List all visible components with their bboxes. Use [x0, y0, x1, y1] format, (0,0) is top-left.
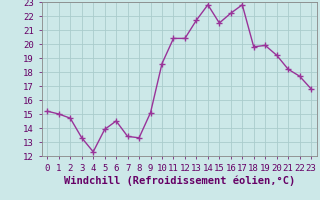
X-axis label: Windchill (Refroidissement éolien,°C): Windchill (Refroidissement éolien,°C)	[64, 175, 295, 186]
